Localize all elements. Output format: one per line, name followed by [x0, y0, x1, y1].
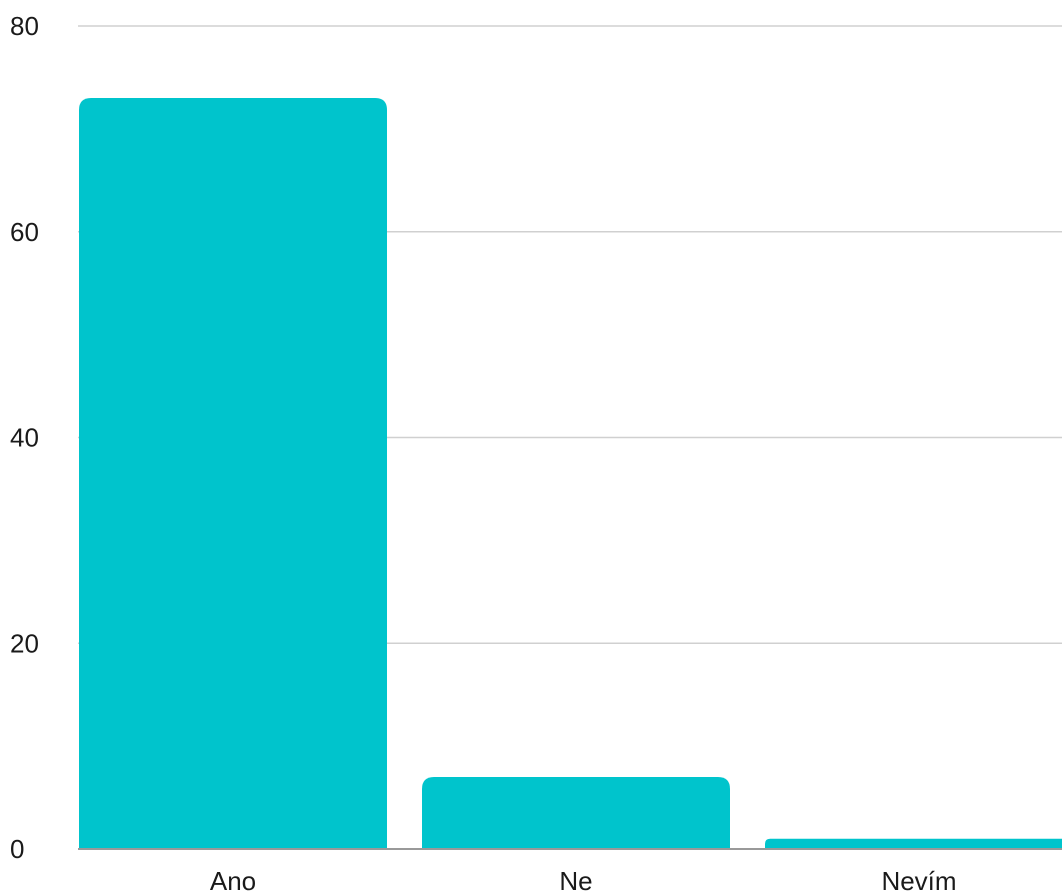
x-category-label: Nevím [881, 866, 956, 893]
bars [78, 98, 1062, 850]
y-tick-label: 60 [10, 217, 39, 247]
x-category-label: Ne [559, 866, 592, 893]
bar-ne [422, 776, 730, 849]
x-axis-labels: Ano Ne Nevím [210, 866, 957, 893]
y-axis-ticks: 0 20 40 60 80 [10, 11, 39, 864]
bar-nevím [765, 838, 1062, 849]
x-category-label: Ano [210, 866, 256, 893]
bar-ano [79, 98, 387, 849]
y-tick-label: 0 [10, 834, 24, 864]
y-tick-label: 40 [10, 423, 39, 453]
y-tick-label: 20 [10, 628, 39, 658]
y-tick-label: 80 [10, 11, 39, 41]
